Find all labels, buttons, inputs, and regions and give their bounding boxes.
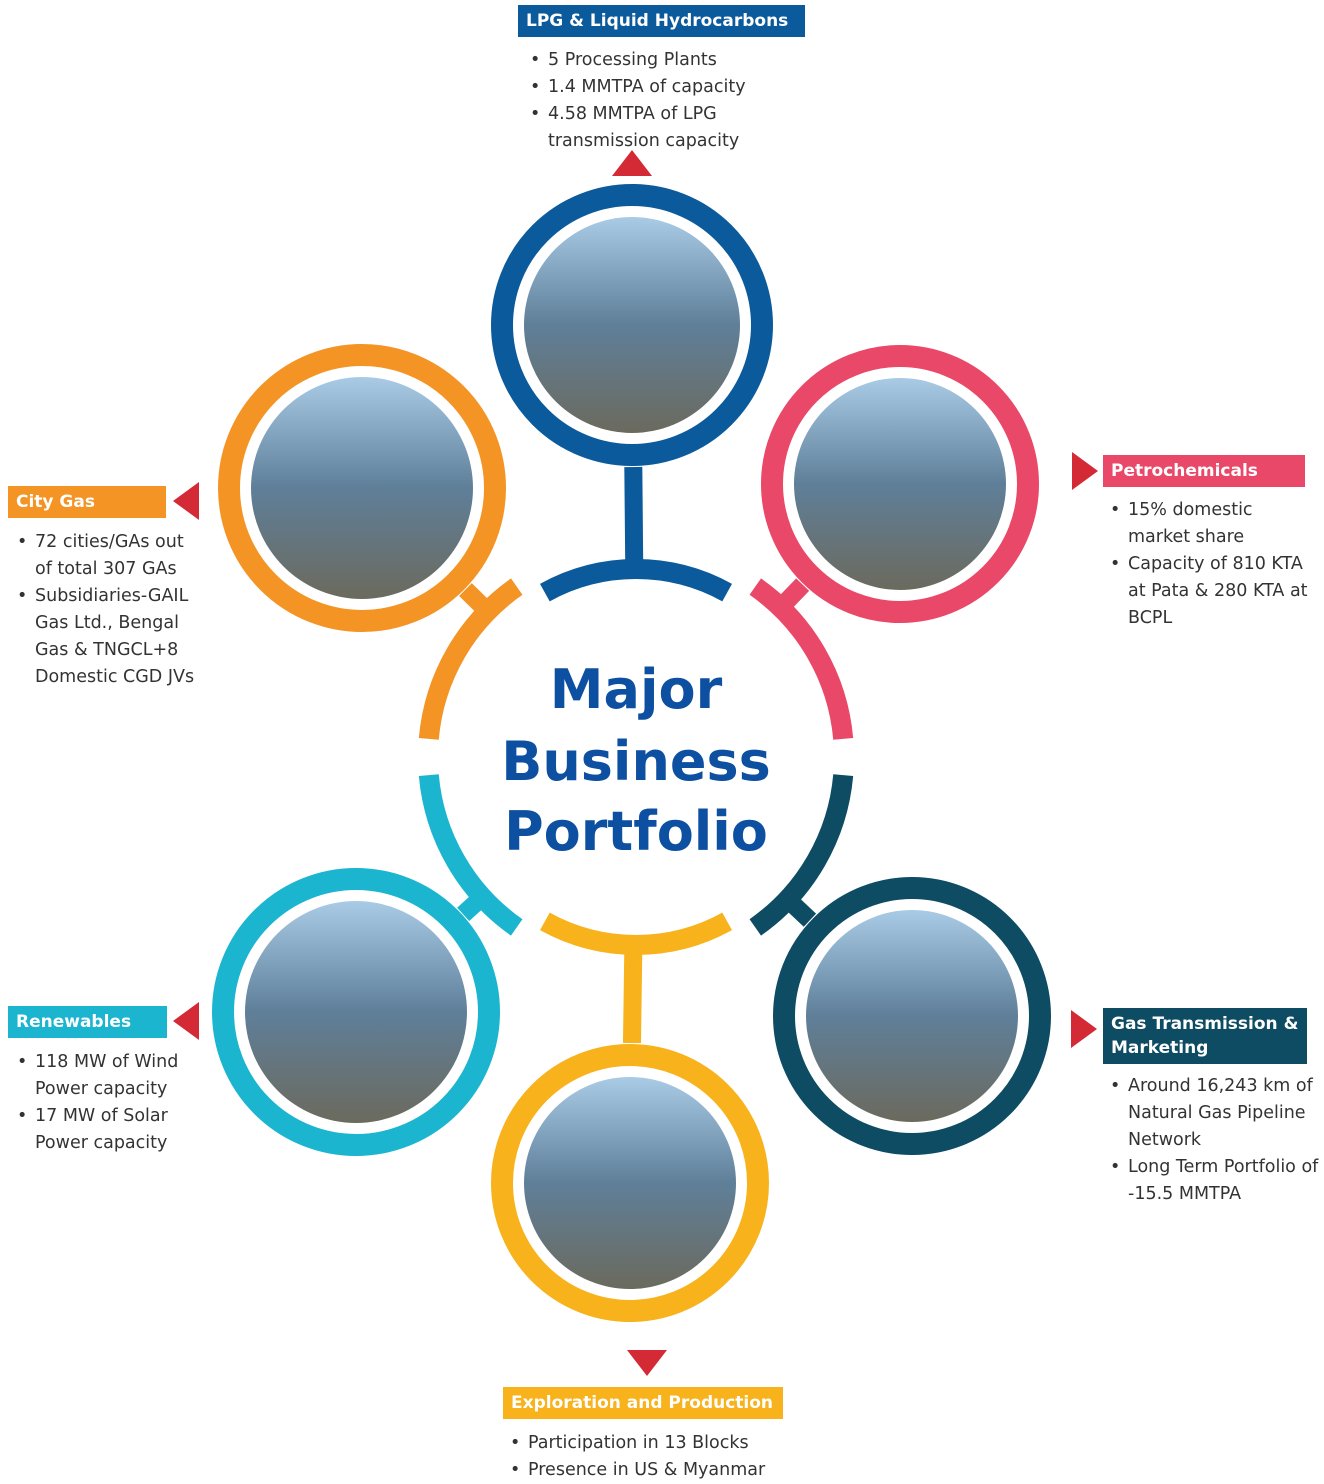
title-line: Major — [550, 658, 723, 721]
bullet-item: 72 cities/GAs out of total 307 GAs — [15, 529, 205, 583]
bullet-item: 1.4 MMTPA of capacity — [528, 74, 778, 101]
segment-label: Petrochemicals — [1103, 455, 1305, 487]
bullet-list: Around 16,243 km of Natural Gas Pipeline… — [1108, 1073, 1320, 1208]
segment-label: LPG & Liquid Hydrocarbons — [518, 5, 805, 37]
photo — [245, 901, 467, 1123]
bullet-list: 118 MW of Wind Power capacity17 MW of So… — [15, 1049, 190, 1157]
segment-label: Renewables — [8, 1006, 167, 1038]
bullet-item: 15% domestic market share — [1108, 497, 1308, 551]
connector — [463, 897, 482, 914]
connector — [632, 945, 633, 1043]
pointer — [173, 1002, 199, 1040]
title-line: Portfolio — [504, 800, 768, 863]
pointer — [1072, 452, 1098, 490]
title-line: Business — [501, 730, 771, 793]
bullet-item: 5 Processing Plants — [528, 47, 778, 74]
bullet-item: Subsidiaries-GAIL Gas Ltd., Bengal Gas &… — [15, 583, 205, 691]
segment-label: Exploration and Production — [503, 1387, 783, 1419]
photo — [806, 910, 1018, 1122]
bullet-list: 72 cities/GAs out of total 307 GAsSubsid… — [15, 529, 205, 691]
bullet-item: 17 MW of Solar Power capacity — [15, 1103, 190, 1157]
bullet-item: 118 MW of Wind Power capacity — [15, 1049, 190, 1103]
ring-arc — [545, 569, 727, 593]
photo — [794, 378, 1006, 590]
segment-label: City Gas — [8, 486, 166, 518]
bullet-item: Around 16,243 km of Natural Gas Pipeline… — [1108, 1073, 1320, 1154]
connector — [633, 467, 634, 569]
bullet-item: Long Term Portfolio of -15.5 MMTPA — [1108, 1154, 1320, 1208]
pointer — [1071, 1010, 1097, 1048]
connector — [781, 585, 803, 608]
photo — [524, 1077, 736, 1289]
photo — [251, 377, 473, 599]
pointer — [627, 1350, 667, 1376]
bullet-item: 4.58 MMTPA of LPG transmission capacity — [528, 101, 778, 155]
bullet-list: Participation in 13 BlocksPresence in US… — [508, 1430, 798, 1484]
photo — [524, 217, 740, 433]
ring-arc — [755, 587, 843, 739]
pointer — [173, 482, 199, 520]
bullet-list: 15% domestic market shareCapacity of 810… — [1108, 497, 1308, 632]
bullet-list: 5 Processing Plants1.4 MMTPA of capacity… — [528, 47, 778, 155]
segment-label: Gas Transmission & Marketing — [1103, 1008, 1307, 1064]
bullet-item: Capacity of 810 KTA at Pata & 280 KTA at… — [1108, 551, 1308, 632]
diagram: Major Business Portfolio — [0, 0, 1324, 1482]
bullet-item: Participation in 13 Blocks — [508, 1430, 798, 1457]
ring-arc — [429, 587, 517, 739]
connector — [788, 899, 810, 920]
connector — [465, 590, 487, 612]
bullet-item: Presence in US & Myanmar — [508, 1457, 798, 1484]
page: {"title": ["Major", "Business", "Portfol… — [0, 0, 1324, 1482]
ring-arc — [545, 921, 727, 945]
